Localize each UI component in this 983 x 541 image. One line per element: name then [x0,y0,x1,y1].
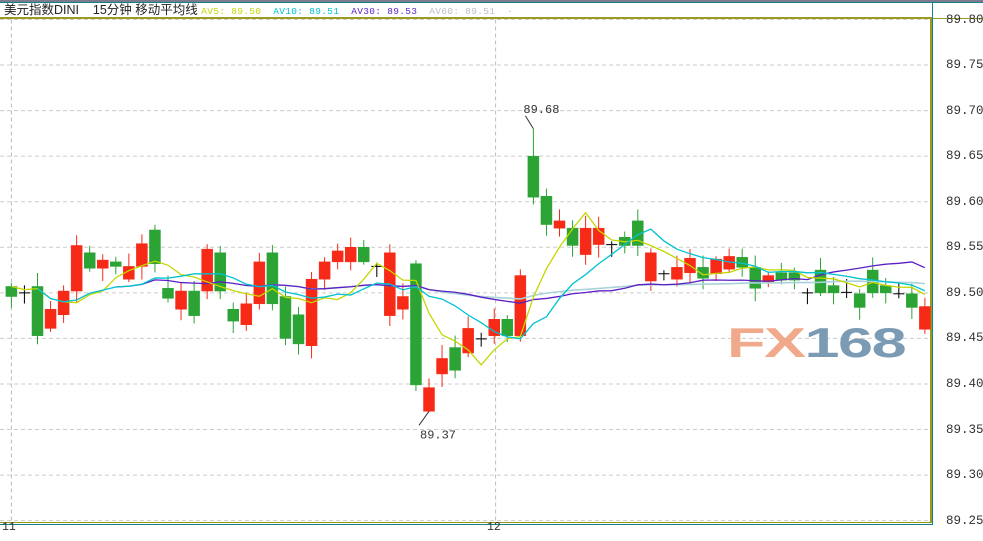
svg-text:89.68: 89.68 [523,103,559,117]
svg-text:89.37: 89.37 [420,428,456,442]
